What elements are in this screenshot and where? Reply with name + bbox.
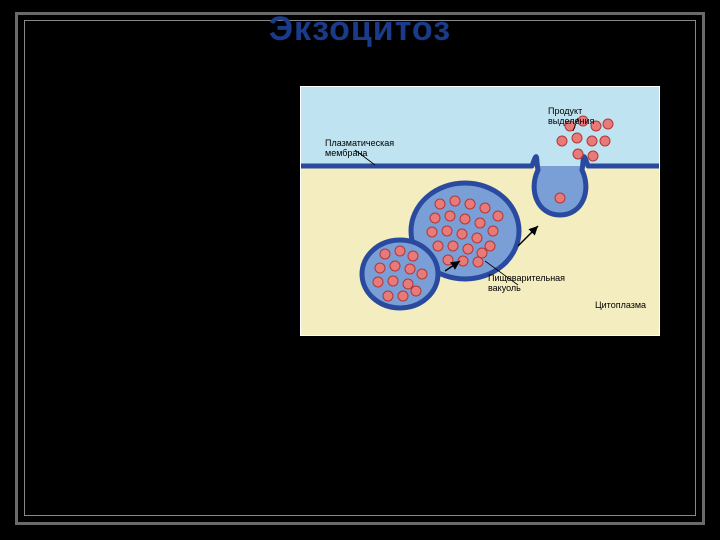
- particles-in-pore: [555, 193, 565, 203]
- label-cytoplasm: Цитоплазма: [595, 300, 646, 310]
- exocytosis-diagram: ПлазматическаямембранаПродуктвыделенияПи…: [300, 86, 660, 336]
- slide-title: Экзоцитоз: [0, 10, 720, 49]
- slide: Экзоцитоз ПлазматическаямембранаПродуктв…: [0, 0, 720, 540]
